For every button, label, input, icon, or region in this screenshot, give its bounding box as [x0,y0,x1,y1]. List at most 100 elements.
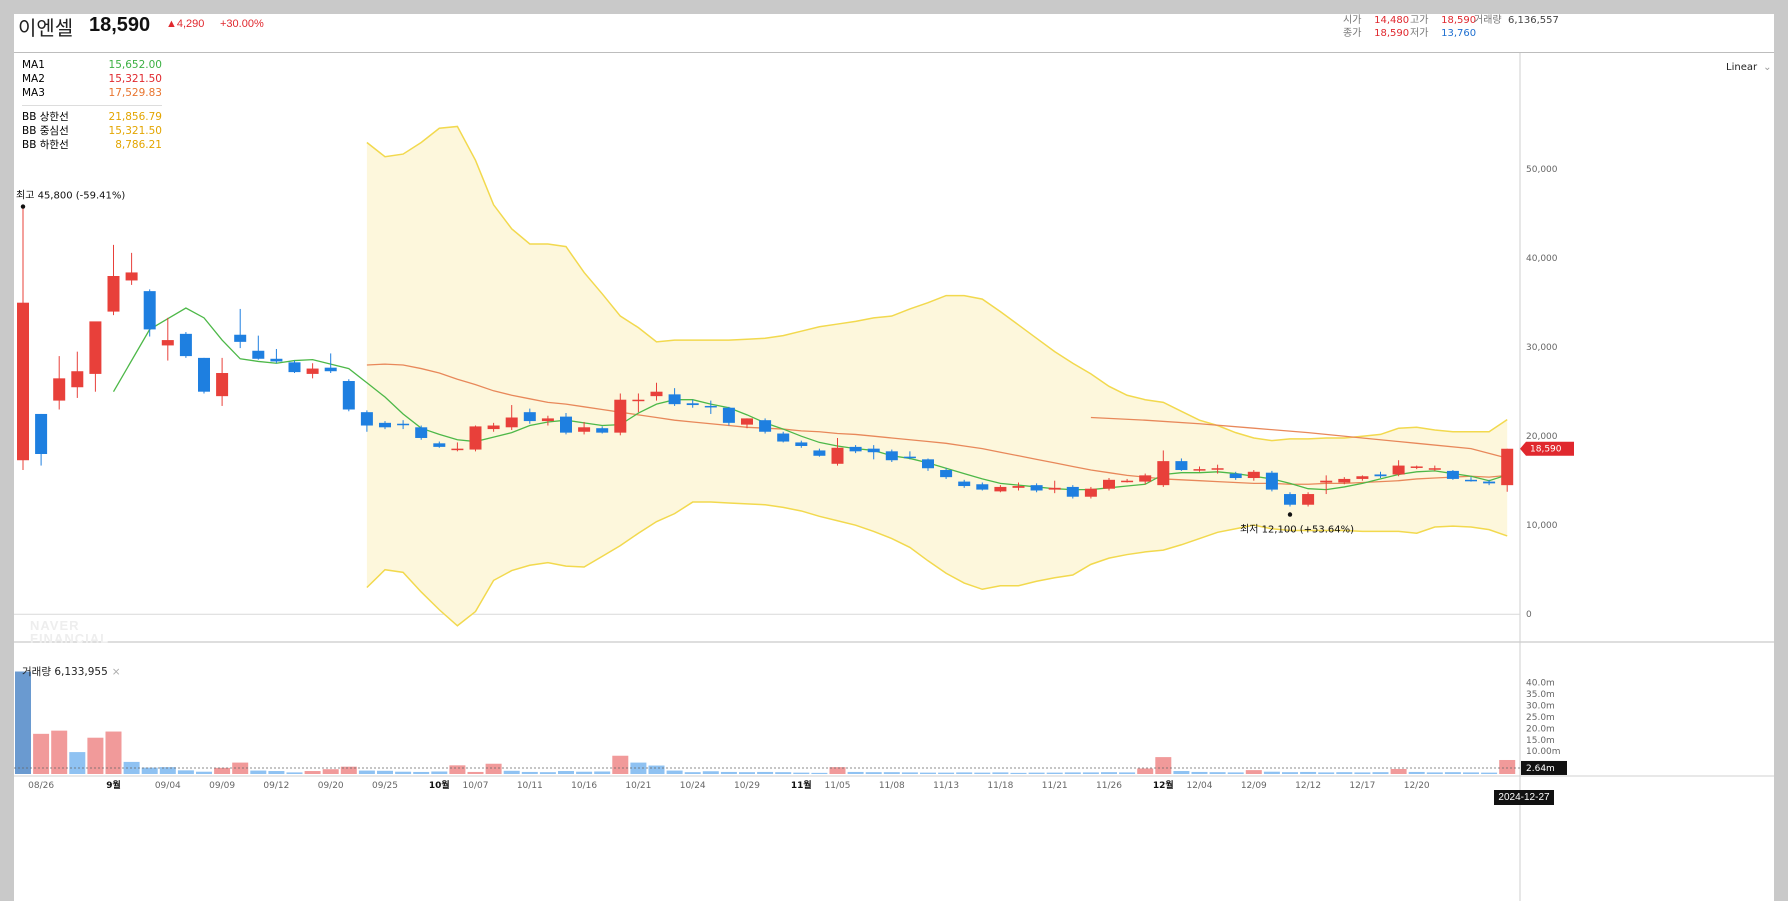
candle [1374,471,1387,479]
volume-bar [576,771,593,774]
candle [596,426,609,434]
candle-body [1265,472,1278,490]
date-tick-label: 09/09 [209,781,235,791]
chart-canvas[interactable]: 최고 45,800 (-59.41%) 최저 12,100 (+53.64%) 0 1… [14,14,1774,901]
volume-bar [1444,772,1461,774]
naver-financial-watermark: NAVER FINANCIAL [30,619,109,645]
candle-body [1483,481,1496,484]
legend-ma3-name: MA3 [22,87,45,99]
volume-bar [1119,772,1136,774]
ma3-line [366,363,1508,485]
candle-body [216,373,229,397]
candle-body [1211,468,1224,470]
volume-bar [159,767,176,774]
date-tick-label: 11월 [791,779,812,791]
candle [234,308,247,349]
open-label: 시가 [1343,15,1362,26]
candle [1356,475,1369,481]
candle-body [1247,471,1260,479]
candle [1465,477,1477,482]
candle [903,451,916,460]
bb-lower-line [366,501,1508,627]
candle-body [1428,468,1441,470]
volume-bar [1499,759,1516,774]
candle [1175,458,1188,471]
volume-bar [449,765,466,774]
candle-body [704,405,717,408]
volume-bar [250,770,267,774]
candle-body [1048,487,1061,490]
candle [922,458,934,471]
candle [831,437,844,466]
candle [415,425,428,440]
volume-bar [956,772,973,774]
price-change: ▲4,290 [166,18,205,30]
candle [994,485,1007,493]
candle [179,332,192,358]
volume-bar [992,772,1009,774]
crosshair-date-badge: 2024-12-27 [1494,790,1554,805]
candle [1048,480,1061,494]
bb-upper-line [366,125,1508,442]
volume-bar [720,771,737,774]
legend-ma3: MA3 17,529.83 [22,86,162,100]
close-icon[interactable]: × [111,666,121,678]
candle-body [505,417,518,428]
candle-body [306,368,319,374]
candle-body [1284,494,1296,505]
candle [1030,483,1043,493]
volume-bar [558,771,574,774]
volume-bar [1209,772,1226,774]
volume-bar [612,755,629,774]
ohlc-open-close: 시가 14,480 종가 18,590 [1343,14,1409,40]
price-tick-label: 40,000 [1526,254,1558,264]
candle-body [198,357,210,392]
volume-bar [1263,771,1280,774]
candle [71,351,84,398]
volume-bar [214,767,231,774]
open-value: 14,480 [1374,15,1410,26]
candle-body [1103,479,1115,489]
volume-bar [1010,772,1027,774]
volume-bar [1463,772,1479,774]
candle-body [360,412,373,426]
candle-body [1356,476,1369,479]
volume-tick-label: 20.0m [1526,724,1555,734]
candle-body [1410,466,1423,468]
candle [1084,486,1097,499]
candle [795,440,808,448]
candle [1121,478,1134,483]
volume-bar [1300,771,1317,774]
volume-bar [377,770,393,774]
candle [759,418,772,434]
date-tick-label: 11/26 [1096,781,1122,791]
price-tick-label: 0 [1526,610,1532,620]
price-tick-label: 30,000 [1526,343,1558,353]
candle [704,400,717,414]
candle-body [668,394,681,405]
high-value: 18,590 [1441,15,1477,26]
volume-bar [1481,772,1498,774]
volume-bar [1408,771,1425,774]
volume-bar [33,733,50,774]
volume-bar [648,765,665,774]
candle-body [741,418,753,425]
price-badge-label: 18,590 [1530,445,1562,455]
date-tick-label: 08/26 [28,781,54,791]
close-label: 종가 [1343,28,1362,39]
date-tick-label: 10/11 [517,781,543,791]
candle-body [143,291,156,330]
candle [1247,470,1260,481]
candle [1211,464,1224,474]
candle-body [777,433,790,442]
volume-bar [196,771,212,774]
candle-body [994,486,1007,492]
date-tick-label: 09/12 [263,781,289,791]
candle [686,399,699,408]
candle [722,406,735,426]
low-annotation: 최저 12,100 (+53.64%) [1240,524,1354,536]
volume-bar [901,772,918,774]
scale-mode-button[interactable]: Linear ⌄ [1726,62,1772,80]
ohlc-high-low: 고가 18,590 저가 13,760 [1410,14,1476,40]
candle-body [1139,475,1152,482]
